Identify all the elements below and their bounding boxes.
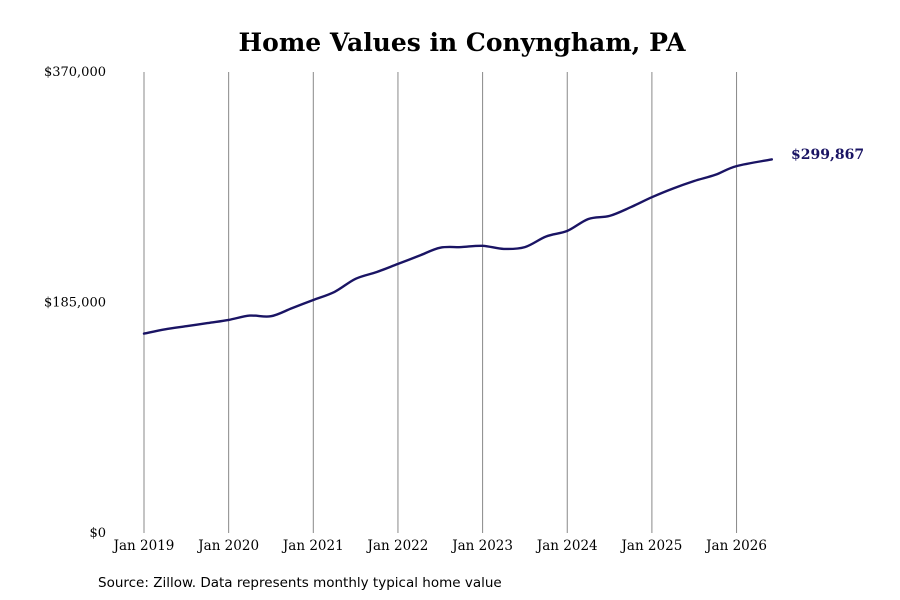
y-tick-label: $370,000 — [44, 65, 106, 80]
source-note: Source: Zillow. Data represents monthly … — [98, 575, 502, 591]
chart-title: Home Values in Conyngham, PA — [239, 28, 687, 57]
x-tick-label: Jan 2022 — [366, 538, 429, 554]
x-tick-label: Jan 2026 — [704, 538, 767, 554]
x-tick-label: Jan 2024 — [535, 538, 598, 554]
latest-value-label: $299,867 — [791, 147, 864, 163]
y-tick-label: $185,000 — [44, 296, 106, 311]
x-axis-tick-labels: Jan 2019 Jan 2020 Jan 2021 Jan 2022 Jan 2023… — [112, 538, 767, 554]
x-tick-label: Jan 2020 — [196, 538, 259, 554]
y-axis-tick-labels: $0 $185,000 $370,000 — [44, 65, 106, 541]
x-tick-label: Jan 2025 — [619, 538, 682, 554]
vertical-gridlines — [143, 72, 738, 533]
home-value-line — [142, 158, 773, 335]
x-tick-label: Jan 2019 — [112, 538, 175, 554]
x-tick-label: Jan 2023 — [450, 538, 513, 554]
x-tick-label: Jan 2021 — [281, 538, 344, 554]
y-tick-label: $0 — [89, 526, 106, 541]
